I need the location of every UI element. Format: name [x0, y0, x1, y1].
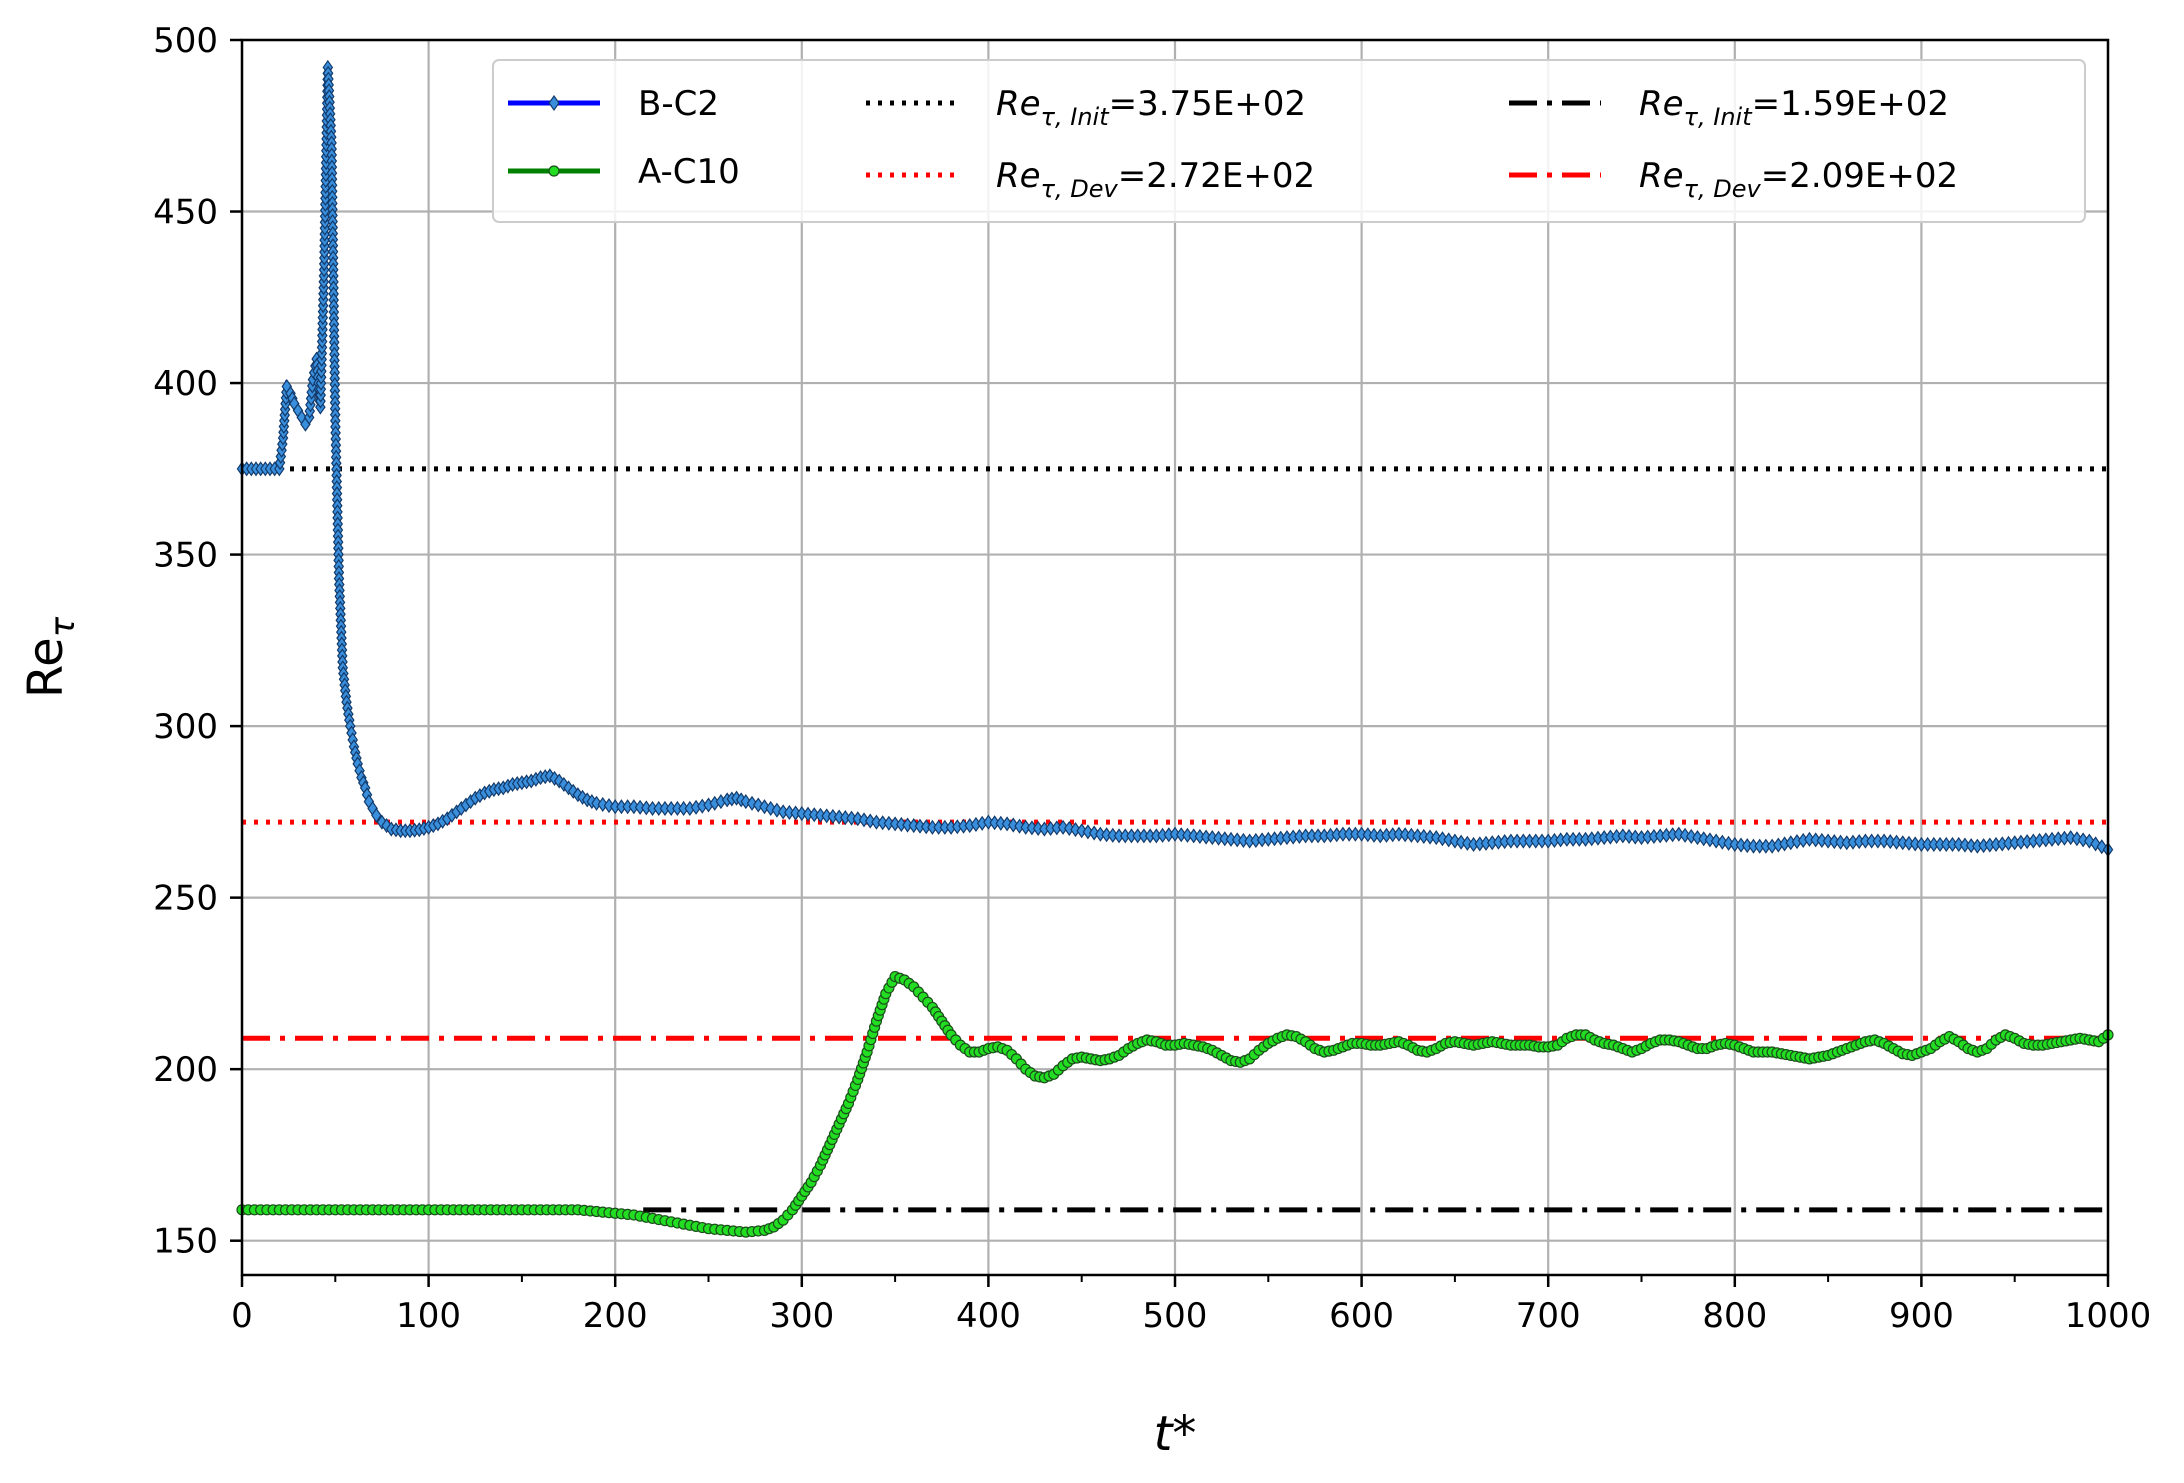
legend-label: Reτ, Init=1.59E+02	[1639, 84, 1949, 131]
data-series	[236, 59, 2114, 1238]
x-tick-label: 600	[1329, 1296, 1394, 1336]
series-marker	[1057, 819, 1069, 835]
y-tick-label: 450	[153, 193, 218, 233]
series-marker	[371, 807, 382, 823]
x-tick-label: 800	[1702, 1296, 1767, 1336]
legend-label-value: =3.75E+02	[1109, 84, 1306, 124]
series-marker	[1710, 833, 1722, 849]
legend-label-sub: τ, Init	[1684, 103, 1754, 131]
legend-label: B-C2	[638, 84, 719, 124]
series-marker	[603, 798, 615, 814]
y-tick-label: 300	[153, 707, 218, 747]
series-marker	[771, 802, 783, 818]
x-tick-label: 1000	[2065, 1296, 2152, 1336]
series-marker	[858, 812, 870, 828]
y-axis-label-sub: τ	[43, 616, 83, 637]
series-marker	[1679, 827, 1691, 843]
legend-label-sub: τ, Dev	[1684, 175, 1762, 203]
x-tick-label: 100	[396, 1296, 461, 1336]
legend-entry: Reτ, Dev=2.72E+02	[866, 156, 1315, 203]
series-marker	[1430, 830, 1442, 846]
series-B-C2	[236, 59, 2114, 858]
y-axis-label: Reτ	[18, 616, 83, 698]
series-marker	[1437, 831, 1448, 847]
legend-label: A-C10	[638, 152, 740, 192]
series-marker	[1462, 835, 1473, 851]
series-marker	[1723, 835, 1734, 851]
series-marker	[1704, 832, 1716, 848]
series-marker	[852, 811, 864, 827]
series-marker	[1449, 833, 1461, 849]
legend-marker-swatch	[548, 94, 560, 112]
legend-entry: Reτ, Init=1.59E+02	[1509, 84, 1949, 131]
legend-label-sub: τ, Dev	[1041, 175, 1119, 203]
series-marker	[1001, 816, 1013, 832]
series-marker	[1082, 824, 1094, 840]
y-axis-label-main: Re	[18, 637, 74, 698]
series-marker	[1685, 828, 1697, 845]
reference-lines	[242, 466, 2108, 1213]
x-tick-label: 900	[1889, 1296, 1954, 1336]
legend-label: Reτ, Init=3.75E+02	[996, 84, 1306, 131]
series-marker	[1070, 822, 1081, 838]
legend-marker-swatch	[548, 165, 560, 177]
x-tick-label: 0	[231, 1296, 253, 1336]
y-tick-label: 400	[153, 364, 218, 404]
y-tick-label: 350	[153, 536, 218, 576]
series-marker	[1007, 817, 1019, 833]
series-marker	[567, 783, 579, 799]
legend-label: Reτ, Dev=2.72E+02	[996, 156, 1315, 203]
series-marker	[752, 797, 764, 813]
series-marker	[2077, 832, 2089, 848]
series-marker	[1063, 820, 1075, 837]
legend-label-main: Re	[1639, 156, 1684, 196]
series-marker	[864, 813, 876, 829]
series-marker	[597, 796, 609, 812]
series-marker	[2084, 833, 2095, 849]
legend-entry: B-C2	[508, 84, 719, 124]
x-axis-label: t*	[1154, 1406, 1197, 1462]
series-marker	[1698, 831, 1709, 847]
series-marker	[1014, 818, 1025, 834]
legend-label-main: Re	[996, 156, 1041, 196]
series-marker	[2071, 831, 2083, 847]
legend-label-value: =2.09E+02	[1761, 156, 1958, 196]
x-tick-label: 200	[583, 1296, 648, 1336]
series-marker	[1692, 830, 1703, 846]
legend-label-value: =1.59E+02	[1752, 84, 1949, 124]
series-marker	[1076, 823, 1087, 839]
y-tick-label: 150	[153, 1222, 218, 1262]
legend-label: Reτ, Dev=2.09E+02	[1639, 156, 1958, 203]
legend-label-main: Re	[1639, 84, 1684, 124]
series-marker	[376, 814, 388, 830]
legend-entry: Reτ, Dev=2.09E+02	[1509, 156, 1958, 203]
legend-label-value: =2.72E+02	[1118, 156, 1315, 196]
legend-label-main: Re	[996, 84, 1041, 124]
series-marker	[1455, 834, 1467, 850]
legend-entry: Reτ, Init=3.75E+02	[866, 84, 1306, 131]
y-tick-label: 250	[153, 879, 218, 919]
series-marker	[1717, 834, 1728, 850]
series-marker	[1088, 825, 1100, 841]
legend-label-sub: τ, Init	[1041, 103, 1111, 131]
series-marker	[591, 795, 602, 811]
series-marker	[1443, 832, 1454, 848]
x-tick-label: 500	[1143, 1296, 1208, 1336]
y-tick-label: 200	[153, 1050, 218, 1090]
y-tick-label: 500	[153, 21, 218, 61]
series-marker	[1673, 826, 1685, 842]
series-marker	[2065, 830, 2076, 846]
axis-ticks: 0 100 200 300 400 500 600 700 800 900 1000 150 200 25…	[153, 21, 2151, 1336]
series-A-C10	[236, 970, 2114, 1238]
x-tick-label: 300	[769, 1296, 834, 1336]
x-tick-label: 700	[1516, 1296, 1581, 1336]
legend-entry: A-C10	[508, 152, 740, 192]
x-tick-label: 400	[956, 1296, 1021, 1336]
series-marker	[746, 795, 758, 811]
series-marker	[558, 776, 570, 792]
